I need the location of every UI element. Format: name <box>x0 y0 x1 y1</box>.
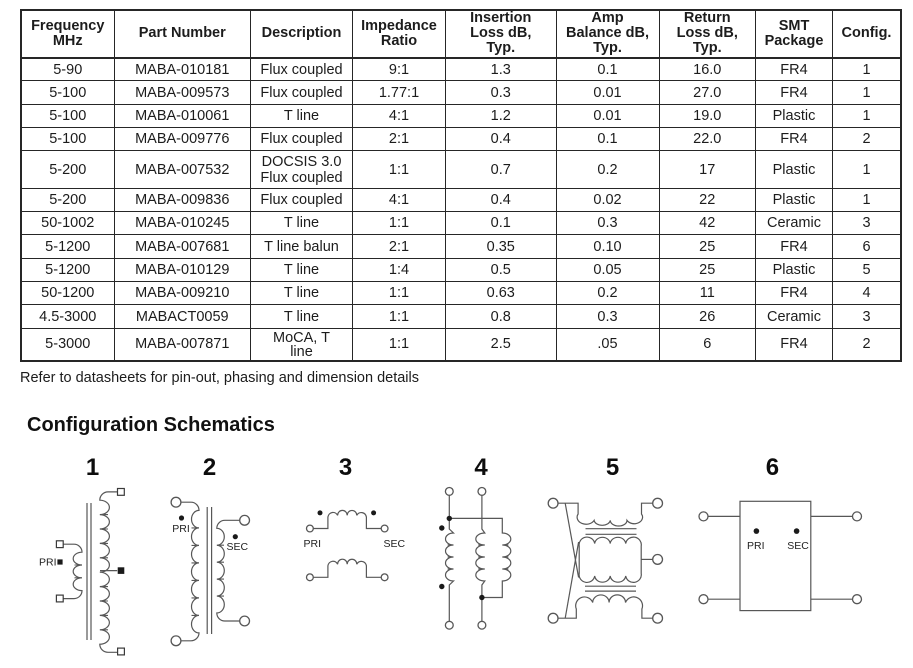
svg-text:2: 2 <box>203 454 216 481</box>
svg-text:SEC: SEC <box>384 538 406 550</box>
svg-text:PRI: PRI <box>304 538 322 550</box>
svg-text:3: 3 <box>339 454 352 481</box>
svg-text:PRI: PRI <box>747 540 765 552</box>
svg-text:SEC: SEC <box>787 540 809 552</box>
svg-text:PRI: PRI <box>39 557 57 569</box>
svg-text:SEC: SEC <box>227 541 249 553</box>
svg-text:4: 4 <box>474 454 488 481</box>
svg-text:6: 6 <box>766 454 779 481</box>
svg-text:PRI: PRI <box>172 523 190 535</box>
svg-text:5: 5 <box>606 454 619 481</box>
svg-text:1: 1 <box>86 454 99 481</box>
